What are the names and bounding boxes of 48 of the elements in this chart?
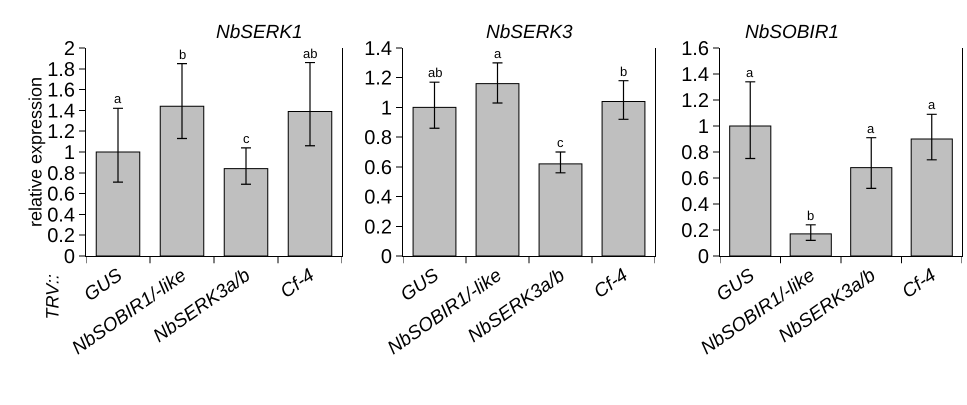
y-tick-label: 0 bbox=[380, 246, 392, 268]
y-tick-label: 0.4 bbox=[681, 194, 709, 216]
y-tick-label: 0.4 bbox=[47, 204, 75, 226]
y-tick-label: 1.2 bbox=[47, 121, 75, 144]
y-axis-title: relative expression bbox=[25, 76, 46, 228]
y-tick-label: 0 bbox=[698, 246, 709, 268]
y-tick-label: 1.6 bbox=[681, 38, 709, 60]
annotation: a bbox=[494, 46, 502, 61]
y-tick-label: 1 bbox=[698, 116, 709, 138]
y-tick-label: 0.6 bbox=[47, 184, 75, 206]
annotation: b bbox=[179, 47, 186, 62]
text: TRV:: bbox=[42, 274, 62, 320]
chart-title: NbSERK3 bbox=[486, 22, 574, 43]
annotation: b bbox=[620, 64, 628, 79]
annotation: a bbox=[114, 91, 122, 106]
chart-title: NbSERK1 bbox=[216, 22, 303, 43]
y-tick-label: 1.2 bbox=[364, 68, 392, 90]
y-tick-label: 2 bbox=[64, 38, 75, 60]
x-tick-label: Cf-4 bbox=[276, 264, 318, 303]
annotation: a bbox=[867, 121, 875, 136]
y-tick-label: 0.4 bbox=[364, 186, 392, 209]
annotation: b bbox=[807, 208, 814, 223]
y-tick-label: 0 bbox=[64, 246, 75, 268]
x-tick-label: Cf-4 bbox=[898, 264, 940, 303]
y-tick-label: 0.6 bbox=[364, 156, 392, 179]
y-tick-label: 0.8 bbox=[364, 127, 392, 150]
y-tick-label: 0.2 bbox=[364, 216, 392, 238]
annotation: c bbox=[243, 131, 250, 146]
chart-title: NbSOBIR1 bbox=[745, 22, 839, 43]
y-tick-label: 1.4 bbox=[364, 38, 392, 60]
annotation: ab bbox=[303, 46, 318, 61]
y-tick-label: 0.8 bbox=[681, 142, 709, 164]
annotation: c bbox=[557, 135, 564, 150]
y-tick-label: 1.8 bbox=[47, 58, 75, 81]
y-tick-label: 0.8 bbox=[47, 162, 75, 185]
y-tick-label: 0.2 bbox=[681, 220, 709, 242]
annotation: a bbox=[928, 97, 936, 112]
y-tick-label: 1.4 bbox=[681, 64, 709, 86]
y-tick-label: 1.6 bbox=[47, 80, 75, 102]
y-tick-label: 1 bbox=[380, 97, 392, 120]
y-tick-label: 1 bbox=[64, 142, 75, 164]
annotation: a bbox=[746, 65, 754, 80]
x-tick-label: Cf-4 bbox=[590, 264, 632, 303]
y-tick-label: 1.4 bbox=[47, 100, 75, 122]
annotation: ab bbox=[428, 65, 442, 80]
y-tick-label: 1.2 bbox=[681, 90, 709, 112]
y-tick-label: 0.2 bbox=[47, 225, 75, 248]
y-tick-label: 0.6 bbox=[681, 168, 709, 190]
